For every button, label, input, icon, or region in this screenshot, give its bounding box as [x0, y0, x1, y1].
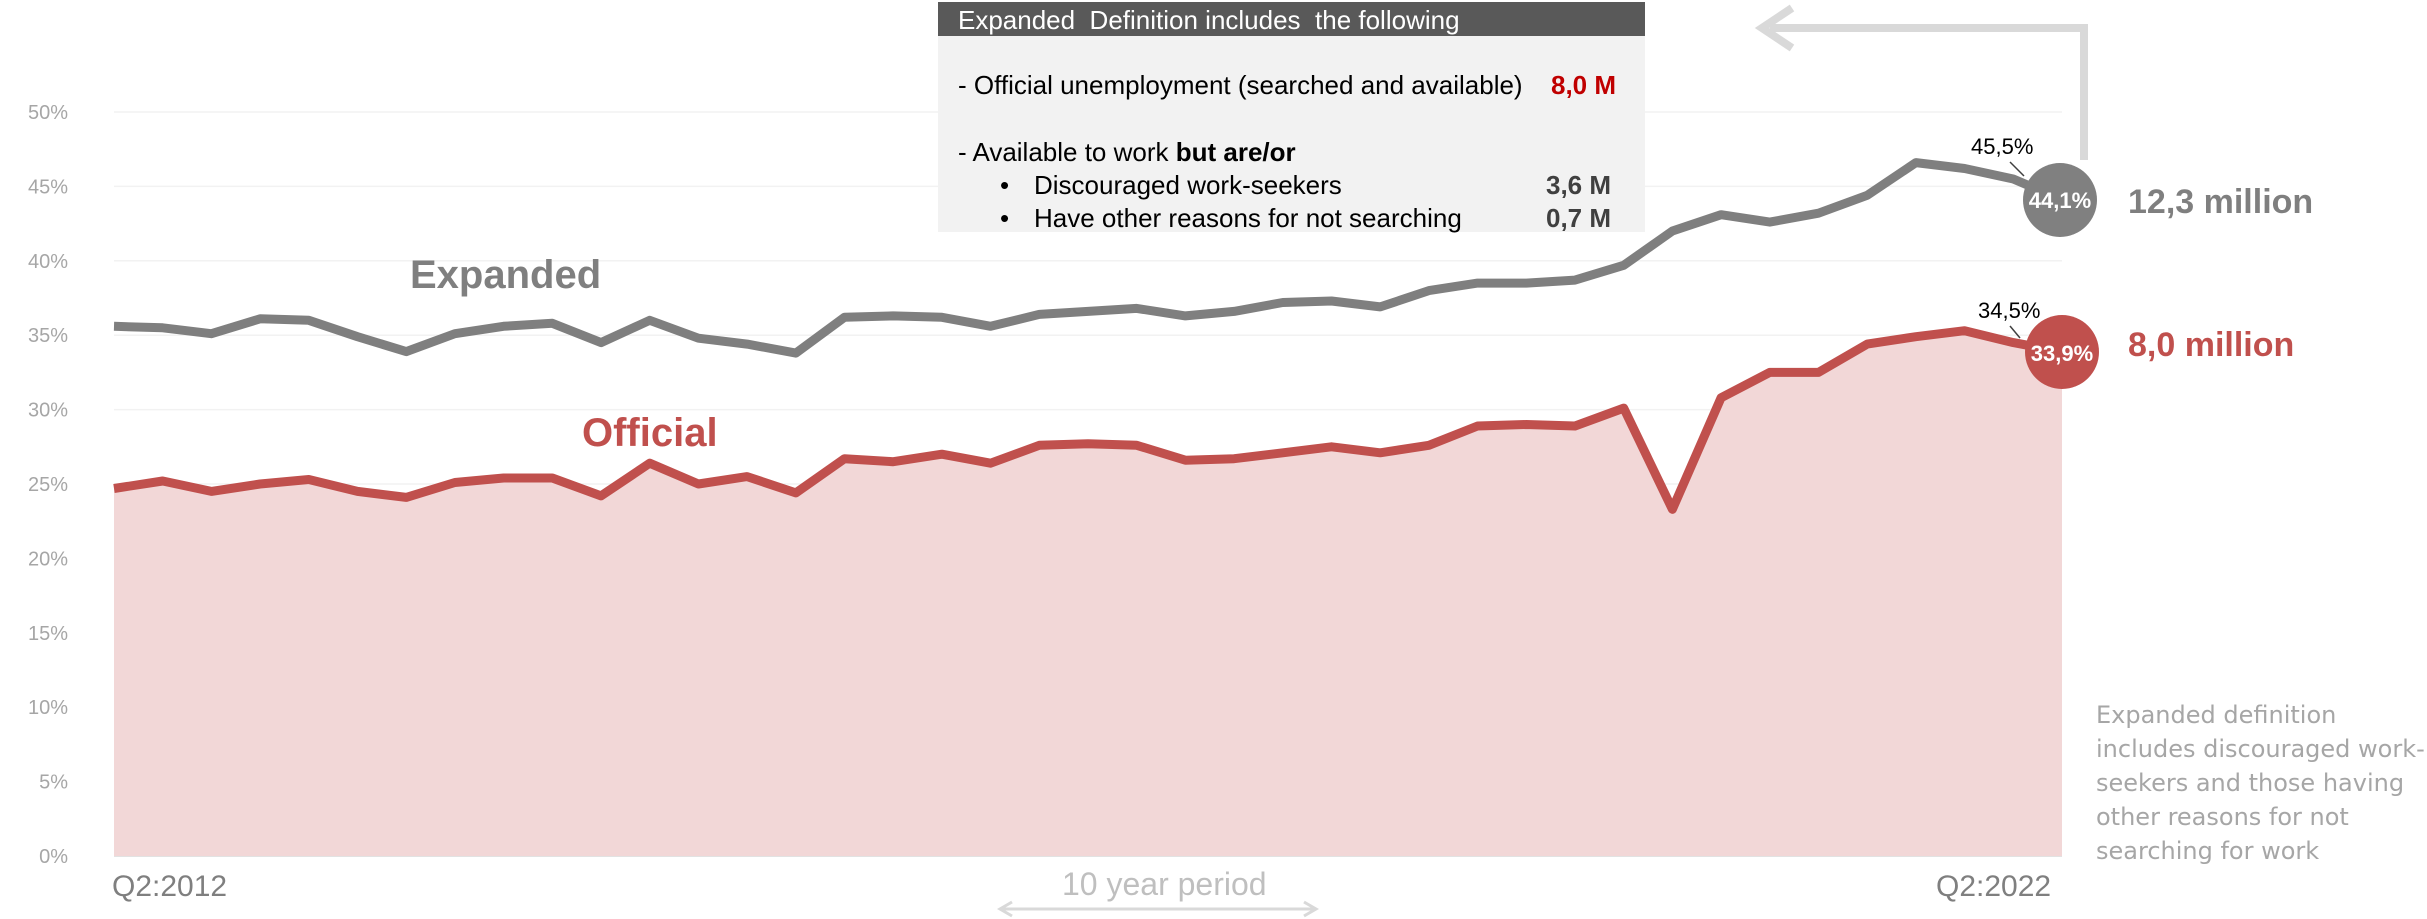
- expanded-last-bubble: [2023, 163, 2097, 237]
- bullet-icon: •: [1000, 170, 1010, 200]
- official-series-label: Official: [582, 411, 718, 455]
- expanded-series-line: [113, 158, 2064, 358]
- y-tick-label: 0%: [39, 846, 68, 868]
- official-series-line: [113, 326, 2063, 514]
- official-last-value-label: 33,9%: [2031, 341, 2093, 366]
- available-to-work-prefix: - Available to work: [958, 137, 1176, 167]
- y-tick-label: 15%: [28, 623, 68, 645]
- period-double-arrow: [997, 900, 1319, 918]
- discouraged-item-label: Discouraged work-seekers: [1034, 170, 1342, 200]
- official-last-bubble: [2025, 315, 2099, 389]
- y-tick-label: 50%: [28, 102, 68, 124]
- official-leader-line: [2009, 325, 2021, 339]
- connector-arrow: [1754, 4, 2088, 160]
- y-tick-label: 30%: [28, 400, 68, 422]
- official-total-label: 8,0 million: [2128, 326, 2294, 364]
- definition-box: Expanded Definition includes the followi…: [938, 2, 1645, 233]
- expanded-total-label: 12,3 million: [2128, 183, 2313, 221]
- y-tick-label: 20%: [28, 548, 68, 570]
- definition-note: Expanded definition includes discouraged…: [2096, 701, 2425, 865]
- x-tick-end: Q2:2022: [1936, 870, 2051, 903]
- expanded-last-value-label: 44,1%: [2029, 188, 2091, 213]
- official-unemployment-value: 8,0 M: [1551, 70, 1617, 100]
- official-unemployment-line: - Official unemployment (searched and av…: [958, 70, 1523, 100]
- x-tick-start: Q2:2012: [112, 870, 227, 903]
- y-tick-label: 5%: [39, 772, 68, 794]
- other-reasons-item-value: 0,7 M: [1546, 203, 1612, 233]
- y-tick-label: 25%: [28, 474, 68, 496]
- y-tick-label: 10%: [28, 697, 68, 719]
- period-label: 10 year period: [1062, 866, 1267, 902]
- y-tick-label: 40%: [28, 251, 68, 273]
- available-to-work-bold: but are/or: [1175, 137, 1296, 167]
- y-tick-label: 45%: [28, 176, 68, 198]
- definition-box-header: Expanded Definition includes the followi…: [938, 2, 1645, 36]
- official-prev-value-label: 34,5%: [1978, 298, 2040, 323]
- expanded-leader-line: [2009, 161, 2025, 177]
- bullet-icon: •: [1000, 203, 1010, 233]
- y-axis-ticks: 0% 5% 10% 15% 20% 25% 30% 35% 40% 45% 50%: [28, 102, 68, 868]
- official-area: [114, 330, 2062, 856]
- other-reasons-item-label: Have other reasons for not searching: [1034, 203, 1462, 233]
- available-to-work-line: - Available to work but are/or: [958, 137, 1296, 168]
- expanded-prev-value-label: 45,5%: [1971, 134, 2033, 159]
- y-tick-label: 35%: [28, 325, 68, 347]
- discouraged-item-value: 3,6 M: [1546, 170, 1612, 200]
- expanded-series-label: Expanded: [410, 253, 601, 297]
